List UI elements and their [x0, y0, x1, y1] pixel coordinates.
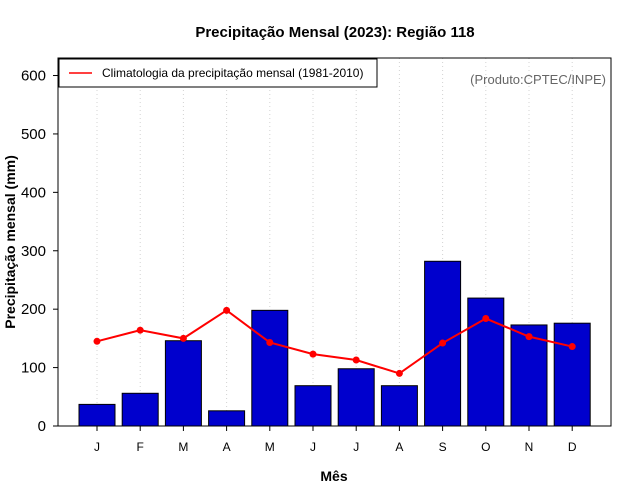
climatology-point-10: [482, 315, 490, 323]
y-tick-label: 600: [21, 68, 46, 85]
climatology-point-11: [525, 333, 533, 341]
x-tick-label: O: [481, 440, 490, 454]
bar-6: [294, 385, 332, 427]
legend: Climatologia da precipitação mensal (198…: [58, 58, 378, 88]
climatology-point-3: [179, 334, 187, 342]
x-tick-label: F: [137, 440, 144, 454]
bar-5: [251, 309, 289, 427]
y-tick-label: 200: [21, 301, 46, 318]
climatology-point-7: [352, 356, 360, 364]
y-tick-label: 100: [21, 360, 46, 377]
x-tick-label: D: [568, 440, 577, 454]
bar-7: [337, 368, 375, 427]
x-tick-label: J: [353, 440, 359, 454]
y-axis: 0 100 200 300 400 500 600: [21, 68, 58, 435]
climatology-point-1: [93, 337, 101, 345]
climatology-point-5: [266, 338, 274, 346]
bar-4: [208, 410, 246, 427]
climatology-line-series: [93, 306, 576, 377]
legend-label: Climatologia da precipitação mensal (198…: [102, 66, 363, 80]
bar-series: [78, 260, 591, 427]
climatology-point-2: [136, 326, 144, 334]
y-tick-label: 0: [38, 418, 46, 435]
bar-12: [553, 322, 591, 427]
legend-box: [58, 58, 378, 88]
plot-frame: [57, 57, 612, 427]
climatology-point-4: [223, 306, 231, 314]
x-tick-label: N: [525, 440, 534, 454]
x-tick-label: J: [310, 440, 316, 454]
x-tick-label: A: [395, 440, 403, 454]
bar-8: [380, 385, 418, 427]
bar-1: [78, 403, 116, 427]
y-tick-label: 400: [21, 184, 46, 201]
bar-11: [510, 324, 548, 427]
bar-3: [164, 340, 202, 427]
y-tick-label: 500: [21, 126, 46, 143]
climatology-point-12: [568, 343, 576, 351]
chart-title: Precipitação Mensal (2023): Região 118: [195, 24, 474, 41]
x-tick-label: A: [223, 440, 231, 454]
x-tick-label: M: [178, 440, 188, 454]
x-tick-label: J: [94, 440, 100, 454]
climatology-point-9: [439, 339, 447, 347]
x-tick-label: S: [439, 440, 447, 454]
climatology-point-8: [395, 369, 403, 377]
bar-2: [121, 392, 159, 427]
x-tick-label: M: [265, 440, 275, 454]
climatology-point-6: [309, 350, 317, 358]
credit-annotation: (Produto:CPTEC/INPE): [470, 72, 606, 87]
y-tick-label: 300: [21, 243, 46, 260]
grid-lines: [96, 58, 573, 426]
x-axis-title: Mês: [320, 468, 347, 484]
y-axis-title: Precipitação mensal (mm): [2, 155, 18, 329]
climatology-line: [96, 309, 573, 375]
